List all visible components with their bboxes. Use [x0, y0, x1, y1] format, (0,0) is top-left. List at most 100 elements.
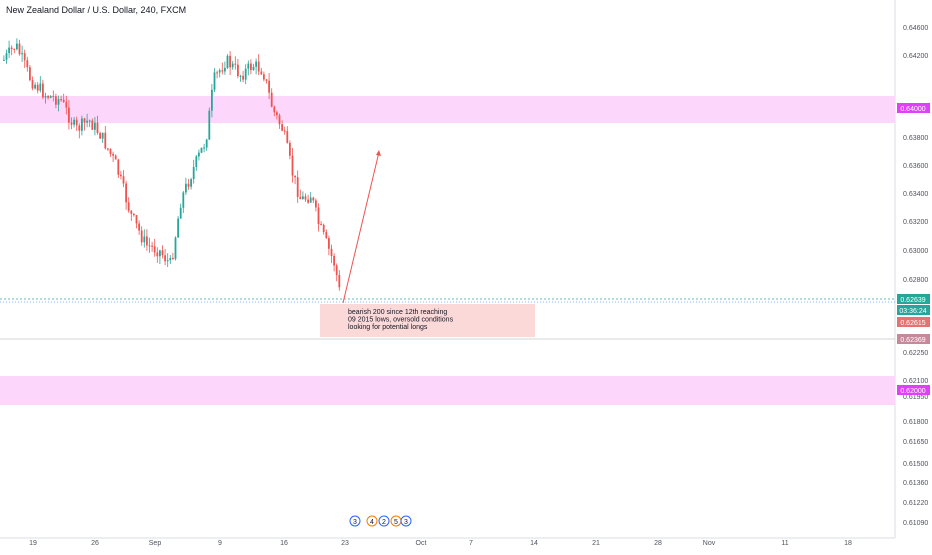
candle-body: [333, 255, 335, 266]
x-tick-label: 18: [844, 540, 852, 547]
x-tick-label: 9: [218, 540, 222, 547]
resistance-zone: [0, 96, 895, 123]
candle-body: [47, 96, 49, 98]
candle-body: [255, 61, 257, 67]
candle-body: [122, 176, 125, 184]
y-tick-label: 0.63200: [903, 219, 928, 226]
candle-body: [224, 67, 226, 72]
candle-body: [276, 112, 278, 116]
annotation-text: looking for potential longs: [348, 324, 428, 331]
y-tick-label: 0.61800: [903, 419, 928, 426]
candle-body: [13, 49, 16, 51]
annotation-box: [320, 304, 535, 337]
zone-price-tag: [897, 385, 930, 395]
candle-body: [312, 197, 315, 201]
y-tick-label: 0.61220: [903, 500, 928, 507]
candle-body: [268, 80, 270, 93]
candle-body: [42, 83, 44, 98]
x-tick-label: 7: [469, 540, 473, 547]
y-tick-label: 0.64200: [903, 53, 928, 60]
candle-body: [94, 122, 96, 130]
candle-body: [39, 83, 42, 91]
candle-body: [273, 106, 276, 113]
candle-body: [78, 125, 81, 131]
candle-body: [299, 196, 302, 200]
event-badge[interactable]: [400, 515, 412, 527]
candle-body: [23, 53, 26, 61]
candle-body: [330, 248, 333, 256]
candle-body: [86, 120, 88, 123]
candle-body: [16, 43, 18, 50]
candle-body: [117, 159, 120, 175]
zone-price-label: 0.64000: [900, 106, 925, 113]
candle-body: [281, 124, 283, 131]
candle-body: [335, 265, 338, 276]
candle-body: [114, 155, 117, 160]
candle-body: [296, 177, 299, 197]
candle-body: [174, 237, 177, 259]
candle-body: [304, 196, 307, 200]
candle-body: [291, 155, 294, 176]
candle-body: [338, 275, 341, 288]
candle-body: [205, 139, 208, 148]
candle-body: [60, 99, 62, 101]
price-marker-tag: [897, 294, 930, 304]
candle-body: [96, 122, 99, 133]
candle-body: [31, 80, 34, 89]
candle-body: [322, 224, 325, 233]
y-tick-label: 0.62250: [903, 350, 928, 357]
candle-body: [185, 183, 187, 193]
candle-body: [177, 218, 179, 238]
candle-body: [195, 156, 198, 167]
candle-body: [49, 95, 52, 98]
y-tick-label: 0.63000: [903, 248, 928, 255]
event-badge-label: 3: [404, 519, 408, 526]
candle-body: [164, 255, 166, 262]
candle-body: [75, 119, 78, 126]
candle-body: [73, 119, 75, 125]
candle-body: [302, 196, 304, 200]
candle-body: [289, 142, 291, 156]
candle-body: [5, 53, 8, 60]
candle-body: [161, 250, 164, 256]
x-tick-label: 28: [654, 540, 662, 547]
annotation-text: 09 2015 lows, oversold conditions: [348, 317, 454, 324]
event-badge-label: 2: [382, 519, 386, 526]
candle-body: [104, 132, 107, 149]
y-tick-label: 0.61500: [903, 461, 928, 468]
candle-body: [260, 71, 263, 75]
candle-body: [286, 131, 289, 143]
candle-body: [3, 59, 5, 61]
candle-body: [44, 96, 47, 98]
candle-body: [52, 95, 55, 97]
zone-price-label: 0.62000: [900, 388, 925, 395]
candle-body: [10, 47, 13, 50]
candle-body: [294, 175, 296, 178]
event-badge[interactable]: [366, 515, 378, 527]
event-badge-label: 5: [394, 519, 398, 526]
candle-body: [200, 147, 203, 153]
candle-body: [226, 55, 229, 68]
candle-body: [135, 215, 138, 224]
projection-arrow-head: [376, 150, 381, 156]
candle-body: [221, 70, 224, 72]
candle-body: [88, 120, 91, 122]
candle-body: [192, 166, 195, 180]
candle-body: [239, 75, 242, 77]
candle-body: [247, 63, 250, 69]
candle-body: [169, 257, 172, 261]
y-tick-label: 0.61950: [903, 394, 928, 401]
y-tick-label: 0.61650: [903, 439, 928, 446]
y-tick-label: 0.62100: [903, 378, 928, 385]
candle-body: [203, 147, 205, 149]
price-marker-label: 03:36:24: [899, 308, 926, 315]
event-badge[interactable]: [378, 515, 390, 527]
candle-body: [21, 53, 23, 55]
candle-body: [26, 60, 29, 68]
candle-body: [151, 245, 153, 247]
candle-body: [55, 96, 57, 105]
candle-body: [208, 110, 211, 140]
x-tick-label: Sep: [149, 540, 162, 547]
price-marker-tag: [897, 305, 930, 315]
event-badge[interactable]: [349, 515, 361, 527]
